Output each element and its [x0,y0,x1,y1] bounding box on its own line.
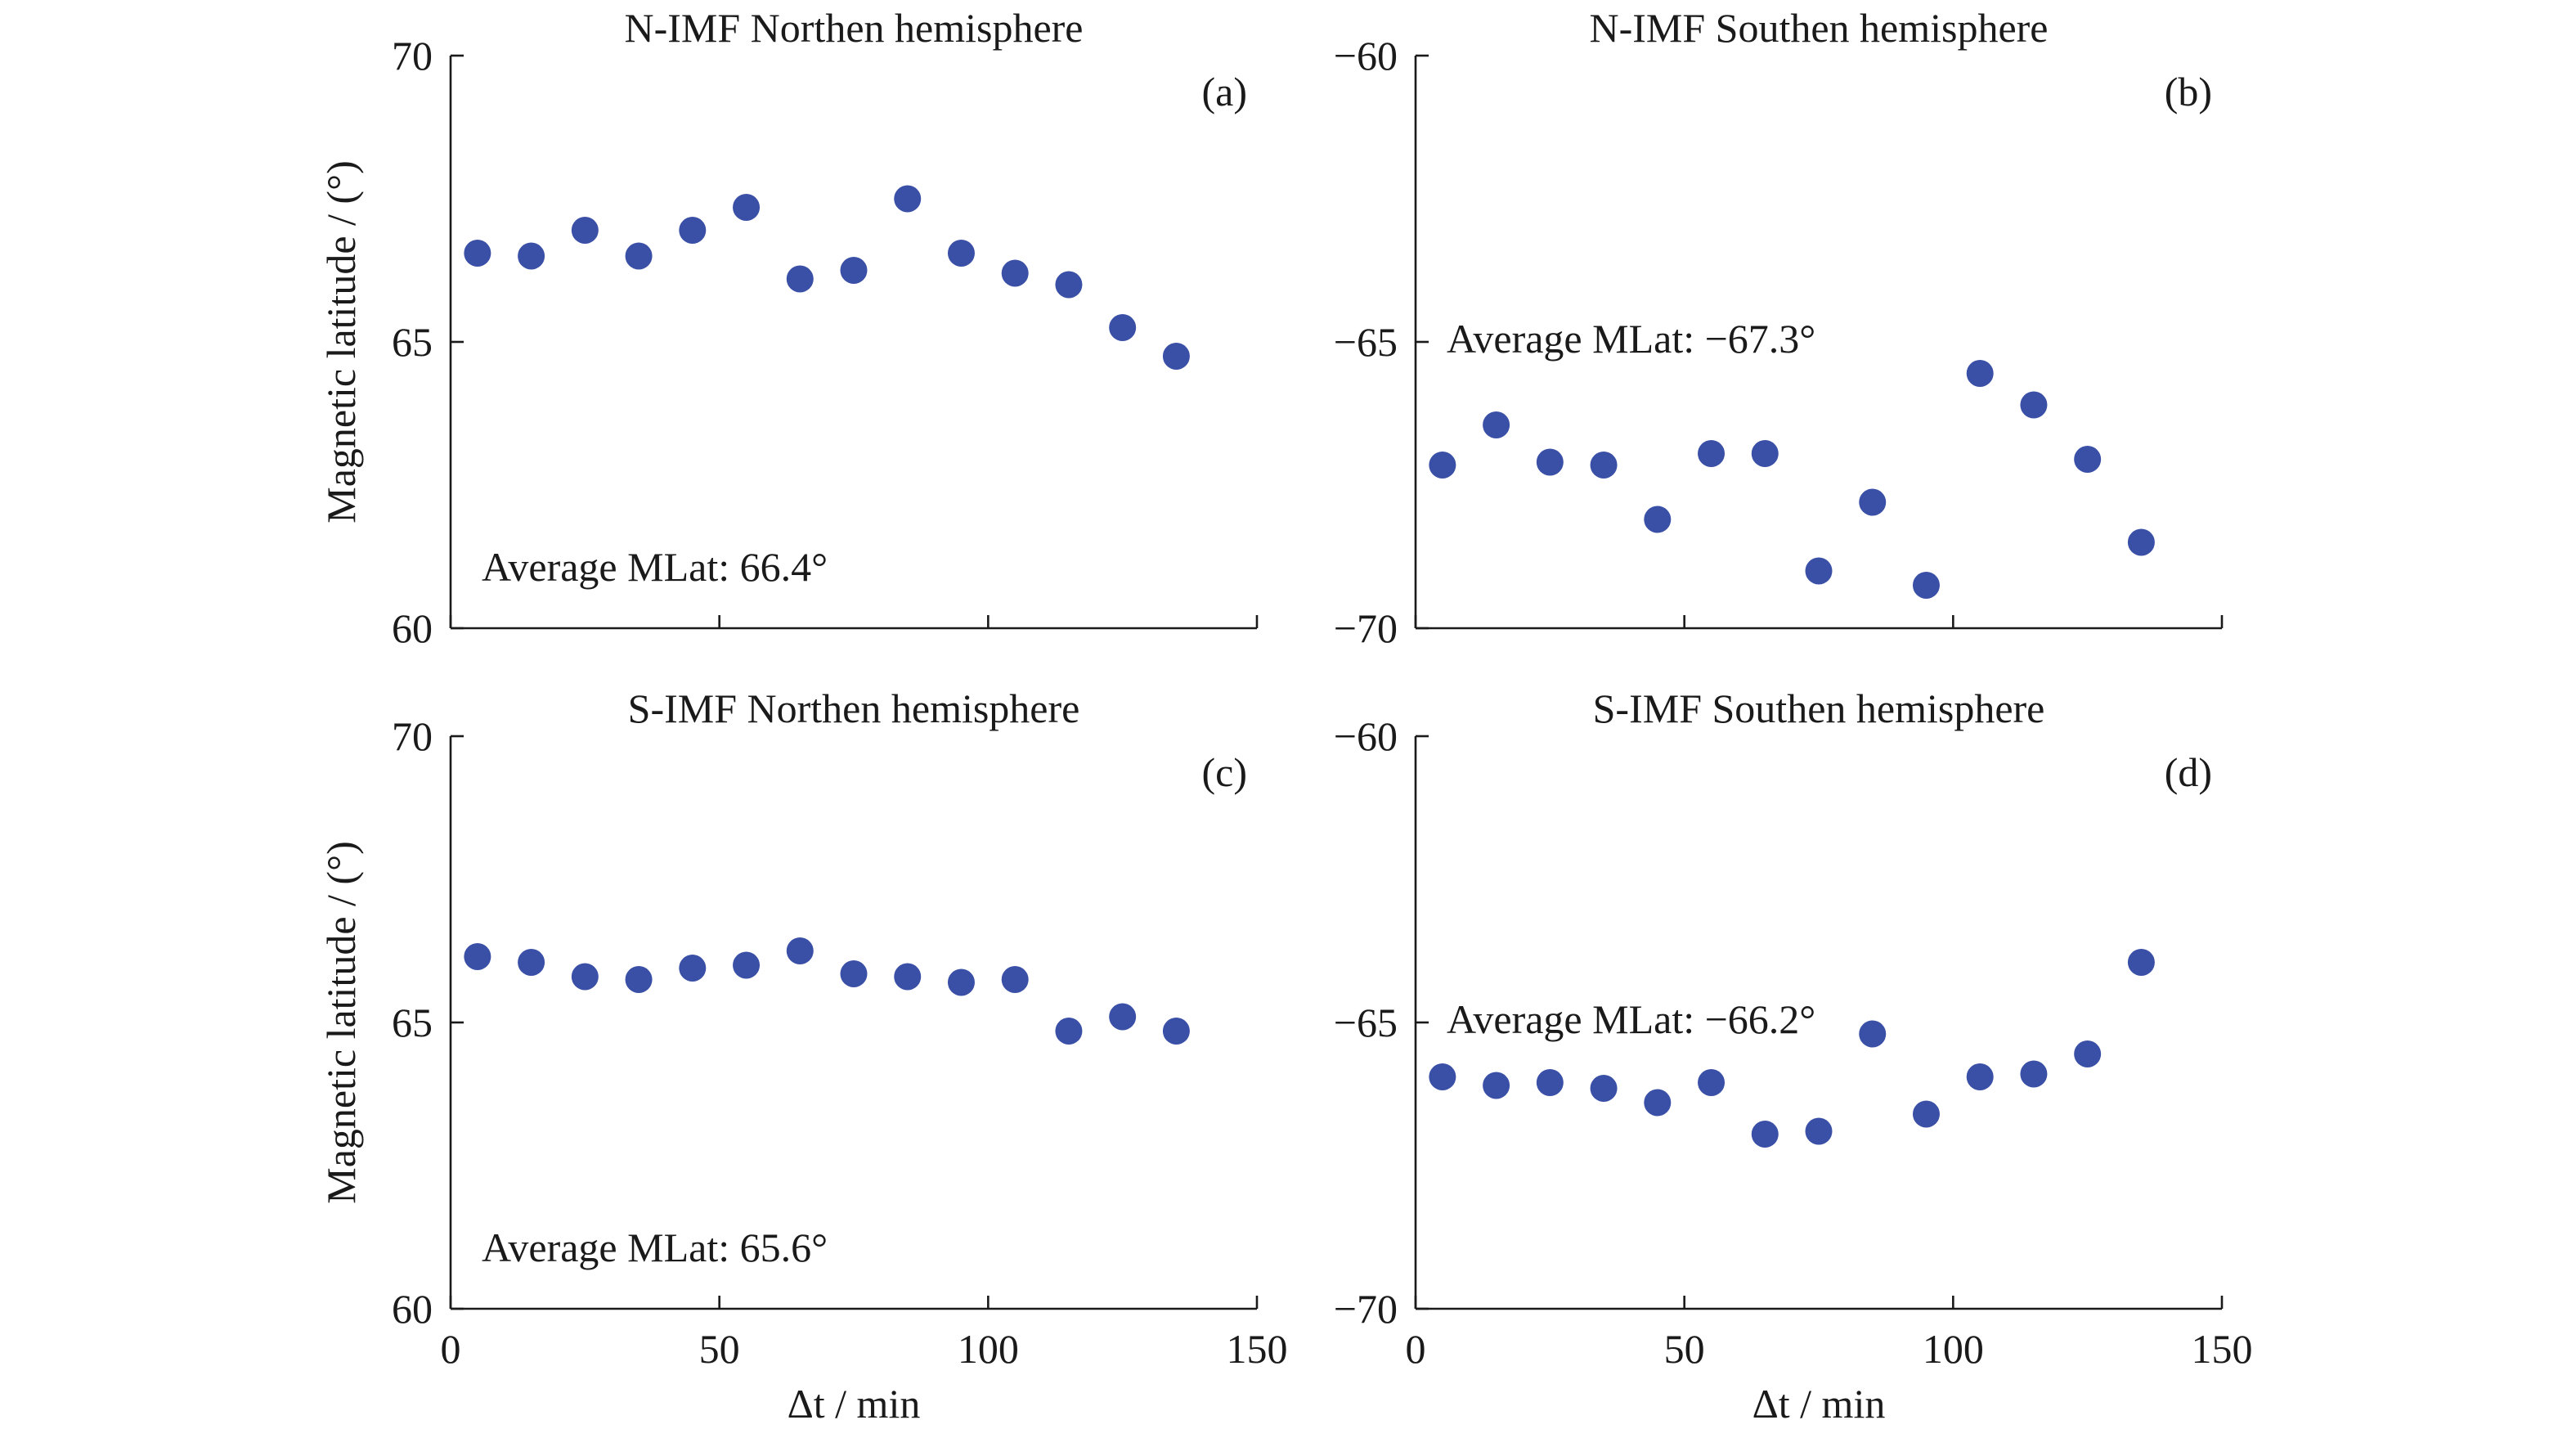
data-point [571,963,599,991]
data-point [786,937,814,964]
data-point [1109,1003,1137,1031]
data-point [894,963,922,991]
data-point [1966,1063,1994,1090]
panel-label: (d) [2165,749,2212,795]
panel-title: S-IMF Northen hemisphere [628,685,1080,731]
data-point [786,265,814,293]
data-point [733,194,761,221]
data-point [2020,391,2048,419]
data-point [1912,572,1940,599]
data-point [1590,1075,1618,1102]
data-point [2020,1060,2048,1088]
panel-c: 60 65 70 0 50 100 150 S-IMF Northen hemisphere (… [392,685,1288,1372]
data-point [947,968,975,996]
y-tick-label: −70 [1334,605,1398,651]
y-tick-label: 60 [392,605,433,651]
data-point [1536,1069,1564,1096]
data-point [1859,1020,1887,1048]
data-point [625,242,653,270]
x-tick-label: 0 [441,1326,461,1372]
data-point [1966,360,1994,387]
x-axis-label-left: Δt / min [788,1381,921,1427]
y-tick-label: 60 [392,1286,433,1332]
data-point [2074,1040,2102,1067]
y-tick-label: −60 [1334,713,1398,759]
data-point [1805,557,1833,585]
data-point [1536,448,1564,476]
data-point [1644,506,1672,533]
data-point [733,951,761,979]
x-tick-label: 150 [1227,1326,1288,1372]
data-point [1001,966,1029,993]
data-point [464,943,491,970]
y-tick-label: 70 [392,713,433,759]
x-tick-label: 50 [1664,1326,1705,1372]
data-point [679,955,707,982]
data-point [625,966,653,993]
data-point [679,217,707,244]
average-annotation: Average MLat: −67.3° [1447,316,1815,362]
data-point [1483,1072,1510,1099]
panel-b: −70 −65 −60 N-IMF Southen hemisphere (b) Aver… [1334,5,2224,651]
data-point [2074,446,2102,473]
data-point [464,240,491,267]
data-point [1429,452,1456,479]
data-point [2127,528,2155,556]
panel-label: (b) [2165,69,2212,115]
data-point [1751,440,1779,467]
data-point [571,217,599,244]
panel-title: N-IMF Southen hemisphere [1589,5,2048,51]
data-point [1698,1069,1726,1096]
data-point [1805,1117,1833,1145]
data-point [1055,1018,1083,1045]
data-point [947,240,975,267]
y-tick-label: 70 [392,33,433,79]
x-tick-label: 0 [1406,1326,1426,1372]
average-annotation: Average MLat: 65.6° [482,1225,828,1270]
data-point [1912,1100,1940,1128]
data-point [1162,343,1190,370]
y-tick-label: −60 [1334,33,1398,79]
y-axis-label-bottom: Magnetic latitude / (°) [318,841,364,1203]
data-point [1751,1121,1779,1148]
panel-label: (c) [1202,749,1248,795]
data-point [518,242,545,270]
panel-a: 60 65 70 N-IMF Northen hemisphere (a) Average… [392,5,1259,651]
x-tick-label: 50 [699,1326,740,1372]
data-point [1483,411,1510,438]
y-tick-label: −65 [1334,1000,1398,1045]
x-tick-label: 100 [1923,1326,1984,1372]
data-point [1644,1089,1672,1117]
data-point [840,960,868,987]
data-point [1162,1018,1190,1045]
y-tick-label: 65 [392,1000,433,1045]
data-point [1001,259,1029,287]
panel-title: S-IMF Southen hemisphere [1593,685,2045,731]
x-axis-label-right: Δt / min [1752,1381,1886,1427]
data-point [1109,314,1137,341]
x-tick-label: 150 [2192,1326,2253,1372]
panel-label: (a) [1202,69,1248,115]
data-point [1698,440,1726,467]
average-annotation: Average MLat: 66.4° [482,544,828,590]
y-tick-label: 65 [392,319,433,365]
data-point [894,185,922,213]
data-point [2127,949,2155,976]
data-point [1859,488,1887,516]
data-point [840,257,868,284]
y-tick-label: −70 [1334,1286,1398,1332]
data-point [518,949,545,976]
data-point [1590,452,1618,479]
y-tick-label: −65 [1334,319,1398,365]
panel-d: −70 −65 −60 0 50 100 150 S-IMF Southen hemisphe… [1334,685,2253,1372]
x-tick-label: 100 [958,1326,1019,1372]
average-annotation: Average MLat: −66.2° [1447,996,1815,1042]
y-axis-label-top: Magnetic latitude / (°) [318,160,364,523]
panel-title: N-IMF Northen hemisphere [625,5,1084,51]
data-point [1055,271,1083,299]
data-point [1429,1063,1456,1090]
